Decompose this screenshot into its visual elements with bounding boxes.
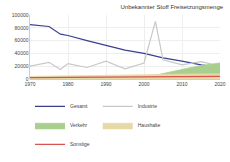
svg-text:Sonstige: Sonstige xyxy=(70,141,90,147)
svg-text:80000: 80000 xyxy=(15,25,29,31)
svg-text:100000: 100000 xyxy=(12,12,29,18)
svg-text:Industrie: Industrie xyxy=(138,103,157,109)
svg-text:60000: 60000 xyxy=(15,37,29,43)
svg-text:2010: 2010 xyxy=(176,81,187,87)
svg-text:Gesamt: Gesamt xyxy=(70,103,88,109)
svg-text:0: 0 xyxy=(26,76,29,82)
svg-text:2020: 2020 xyxy=(214,81,225,87)
svg-text:Verkehr: Verkehr xyxy=(70,122,88,128)
svg-text:20000: 20000 xyxy=(15,63,29,69)
svg-text:1990: 1990 xyxy=(100,81,111,87)
svg-text:2000: 2000 xyxy=(138,81,149,87)
svg-text:1980: 1980 xyxy=(62,81,73,87)
svg-text:Haushalte: Haushalte xyxy=(138,122,161,128)
svg-text:40000: 40000 xyxy=(15,50,29,56)
svg-text:Unbekannter Stoff Freisetzungs: Unbekannter Stoff Freisetzungsmenge xyxy=(120,4,223,10)
svg-text:1970: 1970 xyxy=(24,81,35,87)
